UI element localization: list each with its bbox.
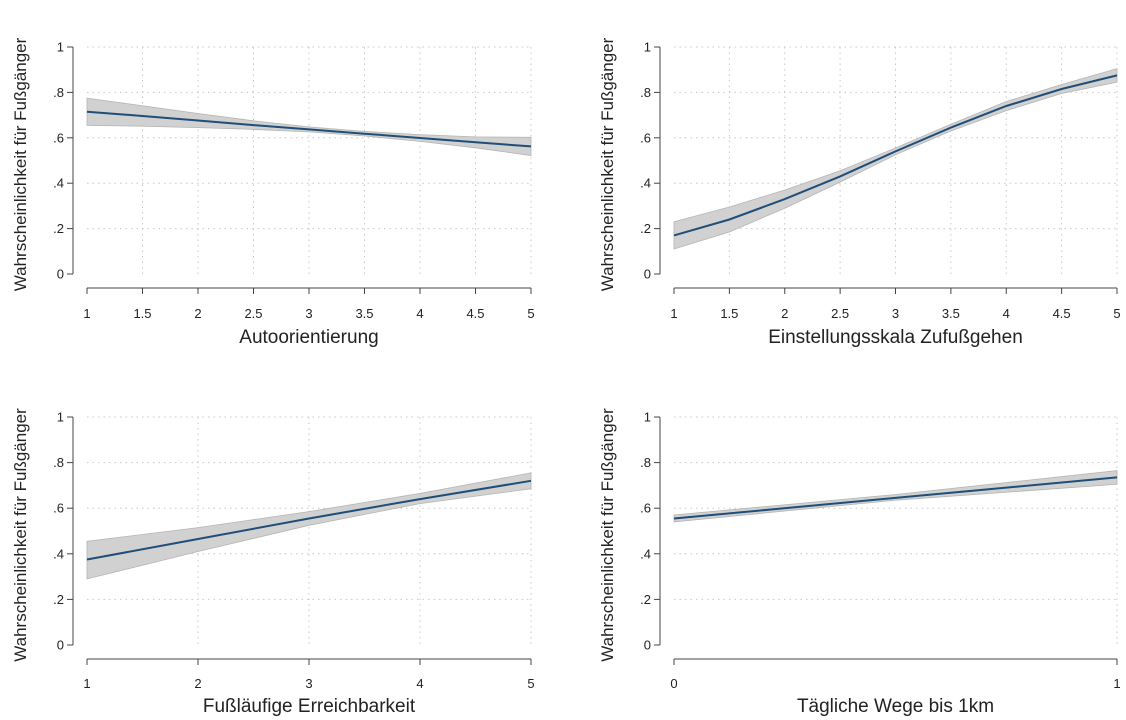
- chart-panel-4: 0 .2 .4 .6 .8 1 0 1 Tägliche Wege bis 1km Wahrsch…: [598, 408, 1121, 717]
- y-tick-label: .2: [640, 592, 651, 607]
- series-line: [673, 476, 1118, 520]
- x-tick-label: 2.5: [244, 306, 262, 321]
- x-tick-label: 1: [83, 676, 90, 691]
- y-axis-title: Wahrscheinlichkeit für Fußgänger: [11, 408, 30, 662]
- y-tick-label: .8: [53, 455, 64, 470]
- y-tick-label: 1: [644, 40, 651, 55]
- confidence-band: [673, 68, 1118, 250]
- y-tick-label: 0: [644, 638, 651, 653]
- y-tick-label: .4: [640, 176, 651, 191]
- x-axis-title: Autoorientierung: [239, 327, 378, 348]
- x-tick-label: 4: [416, 306, 423, 321]
- y-tick-label: .2: [640, 221, 651, 236]
- x-tick-label: 0: [670, 676, 677, 691]
- y-axis-title: Wahrscheinlichkeit für Fußgänger: [11, 37, 30, 291]
- y-tick-label: 0: [644, 267, 651, 282]
- x-tick-label: 2: [194, 306, 201, 321]
- x-tick-label: 1: [1113, 676, 1120, 691]
- y-tick-label: .6: [640, 130, 651, 145]
- x-axis-title: Einstellungsskala Zufußgehen: [768, 327, 1023, 348]
- confidence-band: [673, 470, 1118, 523]
- y-tick-label: .2: [53, 592, 64, 607]
- y-tick-label: .6: [53, 501, 64, 516]
- x-tick-label: 2: [194, 676, 201, 691]
- x-axis-title: Fußläufige Erreichbarkeit: [203, 696, 416, 717]
- x-tick-label: 3.5: [355, 306, 373, 321]
- y-tick-label: .8: [640, 455, 651, 470]
- x-axis-title: Tägliche Wege bis 1km: [797, 696, 994, 717]
- x-tick-label: 4.5: [1053, 306, 1071, 321]
- y-tick-label: 1: [57, 410, 64, 425]
- x-tick-label: 4: [1003, 306, 1010, 321]
- x-tick-label: 1: [83, 306, 90, 321]
- chart-panel-1: 0 .2 .4 .6 .8 1 1 1.5 2 2.5 3 3.5 4 4.5 5 Autoorientier…: [11, 37, 535, 348]
- series-line: [86, 110, 532, 148]
- x-tick-label: 1.5: [133, 306, 151, 321]
- chart-panel-3: 0 .2 .4 .6 .8 1 1 2 3 4 5 Fußläufige Erreichbarkeit…: [11, 408, 535, 717]
- x-tick-label: 5: [527, 676, 534, 691]
- y-tick-label: 1: [57, 40, 64, 55]
- series-line: [86, 479, 532, 561]
- series-line: [673, 74, 1118, 237]
- x-tick-label: 3: [305, 676, 312, 691]
- x-tick-label: 5: [1113, 306, 1120, 321]
- y-axis-title: Wahrscheinlichkeit für Fußgänger: [598, 37, 617, 291]
- confidence-band: [86, 97, 532, 156]
- y-tick-label: .4: [53, 546, 64, 561]
- x-tick-label: 3: [892, 306, 899, 321]
- x-tick-label: 2.5: [831, 306, 849, 321]
- y-axis-title: Wahrscheinlichkeit für Fußgänger: [598, 408, 617, 662]
- x-tick-label: 4: [416, 676, 423, 691]
- y-tick-label: .8: [53, 85, 64, 100]
- y-tick-label: .4: [53, 176, 64, 191]
- x-tick-label: 4.5: [466, 306, 484, 321]
- x-tick-label: 3: [305, 306, 312, 321]
- x-tick-label: 2: [781, 306, 788, 321]
- y-tick-label: .6: [640, 501, 651, 516]
- y-tick-label: 0: [57, 267, 64, 282]
- y-tick-label: .4: [640, 546, 651, 561]
- x-tick-label: 1: [670, 306, 677, 321]
- x-tick-label: 3.5: [942, 306, 960, 321]
- y-tick-label: .2: [53, 221, 64, 236]
- x-tick-label: 1.5: [720, 306, 738, 321]
- x-tick-label: 5: [527, 306, 534, 321]
- y-tick-label: 1: [644, 410, 651, 425]
- y-tick-label: .8: [640, 85, 651, 100]
- y-tick-label: .6: [53, 130, 64, 145]
- chart-panel-2: 0 .2 .4 .6 .8 1 1 1.5 2 2.5 3 3.5 4 4.5 5 Einstellungss…: [598, 37, 1121, 348]
- y-tick-label: 0: [57, 638, 64, 653]
